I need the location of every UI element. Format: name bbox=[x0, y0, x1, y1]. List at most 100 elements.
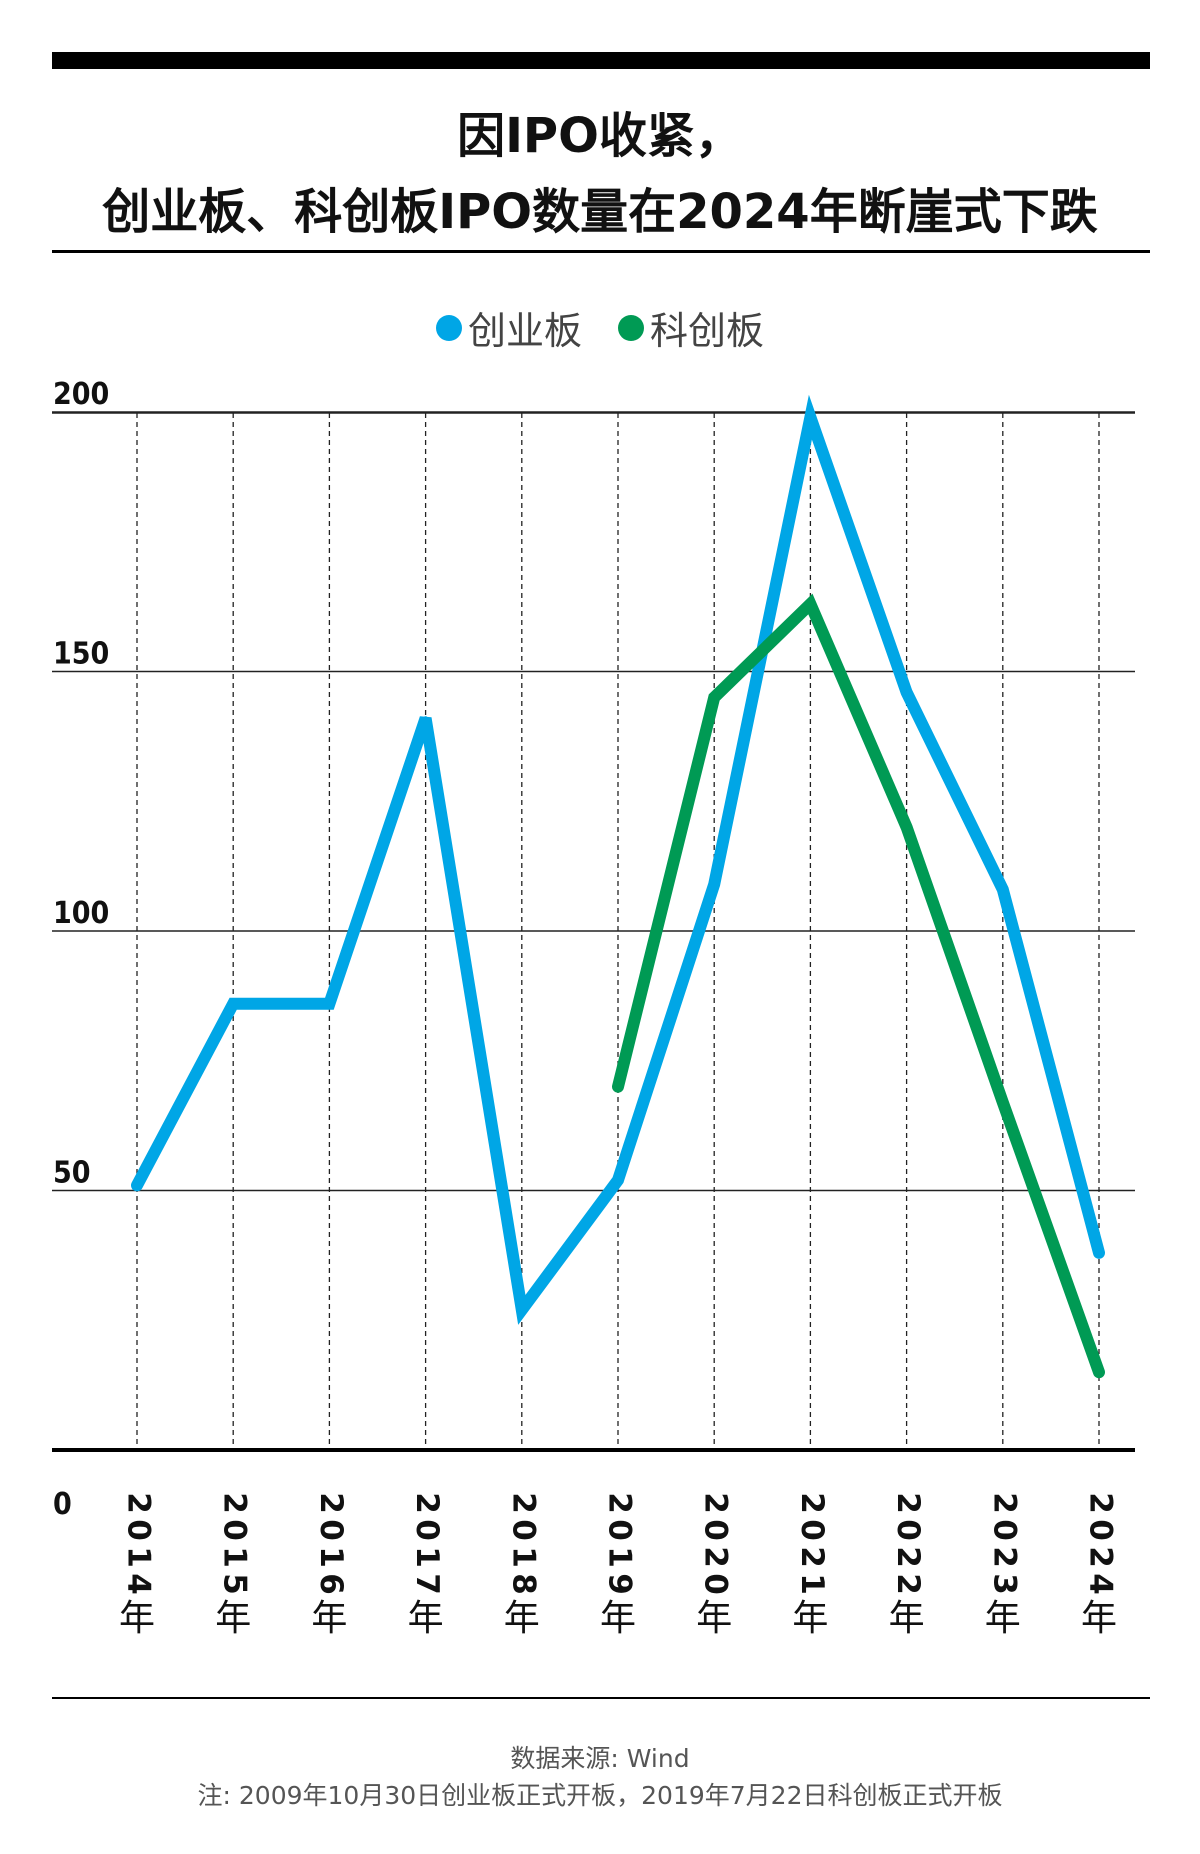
title-divider bbox=[52, 250, 1150, 253]
x-tick-digit: 4 bbox=[1083, 1573, 1119, 1595]
data-point-chuangye-2016 bbox=[327, 1001, 332, 1006]
source-note: 数据来源: Wind bbox=[510, 1744, 690, 1773]
x-tick-suffix: 年 bbox=[696, 1598, 732, 1639]
series-line-kechuang bbox=[612, 593, 1105, 1379]
x-tick-digit: 2 bbox=[121, 1492, 157, 1514]
x-tick-digit: 0 bbox=[986, 1519, 1022, 1541]
x-tick-label-2018: 2 0 1 8 年 bbox=[504, 1492, 542, 1639]
x-tick-digit: 1 bbox=[121, 1546, 157, 1568]
x-tick-suffix: 年 bbox=[215, 1598, 251, 1639]
data-point-kechuang-2019 bbox=[616, 1084, 620, 1089]
x-tick-digit: 2 bbox=[409, 1492, 445, 1514]
footnote: 注: 2009年10月30日创业板正式开板，2019年7月22日科创板正式开板 bbox=[197, 1781, 1003, 1810]
legend: 创业板 科创板 bbox=[0, 300, 1200, 355]
x-tick-suffix: 年 bbox=[600, 1598, 636, 1639]
x-tick-digit: 2 bbox=[986, 1546, 1022, 1568]
y-tick-label-0: 0 bbox=[53, 1487, 72, 1522]
x-tick-digit: 2 bbox=[1083, 1546, 1119, 1568]
x-tick-label-2014: 2 0 1 4 年 bbox=[119, 1492, 157, 1639]
y-tick-label-150: 150 bbox=[53, 637, 109, 672]
data-point-chuangye-2024 bbox=[1097, 1250, 1101, 1255]
x-tick-digit: 2 bbox=[890, 1492, 926, 1514]
x-tick-label-2021: 2 0 2 1 年 bbox=[792, 1492, 830, 1639]
data-point-chuangye-2018 bbox=[519, 1307, 524, 1312]
x-tick-suffix: 年 bbox=[985, 1598, 1021, 1639]
x-tick-digit: 2 bbox=[890, 1546, 926, 1568]
x-tick-digit: 0 bbox=[602, 1519, 638, 1541]
x-tick-digit: 2 bbox=[602, 1492, 638, 1514]
x-tick-digit: 0 bbox=[1083, 1519, 1119, 1541]
x-tick-digit: 0 bbox=[217, 1519, 253, 1541]
x-tick-digit: 1 bbox=[217, 1546, 253, 1568]
x-tick-digit: 0 bbox=[698, 1519, 734, 1541]
x-tick-digit: 0 bbox=[890, 1519, 926, 1541]
chart-title-line-2: 创业板、科创板IPO数量在2024年断崖式下跌 bbox=[102, 184, 1098, 240]
x-tick-digit: 2 bbox=[986, 1492, 1022, 1514]
x-tick-digit: 8 bbox=[505, 1573, 541, 1595]
data-point-chuangye-2021 bbox=[808, 415, 813, 420]
data-point-chuangye-2014 bbox=[135, 1183, 139, 1188]
data-point-chuangye-2023 bbox=[1000, 887, 1005, 892]
x-tick-digit: 2 bbox=[505, 1492, 541, 1514]
x-tick-digit: 0 bbox=[505, 1519, 541, 1541]
data-point-chuangye-2019 bbox=[616, 1178, 620, 1183]
y-tick-label-200: 200 bbox=[53, 377, 109, 412]
x-tick-digit: 1 bbox=[409, 1546, 445, 1568]
x-tick-digit: 2 bbox=[217, 1492, 253, 1514]
x-tick-digit: 1 bbox=[313, 1546, 349, 1568]
x-tick-label-2023: 2 0 2 3 年 bbox=[985, 1492, 1023, 1639]
x-tick-label-2015: 2 0 1 5 年 bbox=[215, 1492, 253, 1639]
legend-label-chuangye: 创业板 bbox=[467, 309, 582, 353]
x-tick-label-2016: 2 0 1 6 年 bbox=[311, 1492, 349, 1639]
x-tick-label-2022: 2 0 2 2 年 bbox=[889, 1492, 927, 1639]
x-tick-digit: 6 bbox=[313, 1573, 349, 1595]
data-point-chuangye-2020 bbox=[712, 882, 717, 887]
x-tick-digit: 9 bbox=[602, 1573, 638, 1595]
data-point-chuangye-2017 bbox=[423, 716, 428, 721]
data-point-kechuang-2024 bbox=[1097, 1370, 1101, 1375]
data-point-kechuang-2021 bbox=[808, 602, 813, 607]
x-tick-digit: 1 bbox=[794, 1573, 830, 1595]
x-tick-digit: 1 bbox=[505, 1546, 541, 1568]
x-tick-digit: 5 bbox=[217, 1573, 253, 1595]
data-point-kechuang-2022 bbox=[904, 825, 909, 830]
legend-item-chuangye: 创业板 bbox=[435, 300, 582, 355]
x-tick-digit: 2 bbox=[698, 1492, 734, 1514]
x-tick-suffix: 年 bbox=[119, 1598, 155, 1639]
legend-marker-kechuang bbox=[618, 314, 645, 341]
x-tick-digit: 2 bbox=[794, 1546, 830, 1568]
x-tick-suffix: 年 bbox=[1081, 1598, 1117, 1639]
x-tick-label-2017: 2 0 1 7 年 bbox=[408, 1492, 446, 1639]
top-bar bbox=[52, 52, 1150, 69]
x-tick-digit: 2 bbox=[1083, 1492, 1119, 1514]
x-tick-digit: 0 bbox=[121, 1519, 157, 1541]
chart-title-line-1: 因IPO收紧， bbox=[457, 108, 743, 164]
legend-item-kechuang: 科创板 bbox=[618, 300, 764, 355]
legend-marker-chuangye bbox=[435, 314, 462, 341]
x-tick-suffix: 年 bbox=[792, 1598, 828, 1639]
x-tick-digit: 4 bbox=[121, 1573, 157, 1595]
legend-label-kechuang: 科创板 bbox=[650, 309, 765, 353]
x-tick-suffix: 年 bbox=[504, 1598, 540, 1639]
x-tick-digit: 0 bbox=[409, 1519, 445, 1541]
x-tick-digit: 2 bbox=[794, 1492, 830, 1514]
x-tick-label-2020: 2 0 2 0 年 bbox=[696, 1492, 734, 1639]
data-point-kechuang-2020 bbox=[712, 695, 717, 700]
y-tick-label-50: 50 bbox=[53, 1156, 91, 1191]
x-tick-label-2024: 2 0 2 4 年 bbox=[1081, 1492, 1119, 1639]
x-tick-digit: 3 bbox=[986, 1573, 1022, 1595]
data-point-kechuang-2023 bbox=[1000, 1100, 1005, 1105]
x-tick-digit: 0 bbox=[698, 1573, 734, 1595]
x-tick-digit: 2 bbox=[890, 1573, 926, 1595]
x-tick-digit: 1 bbox=[602, 1546, 638, 1568]
x-tick-suffix: 年 bbox=[408, 1598, 444, 1639]
x-tick-digit: 2 bbox=[698, 1546, 734, 1568]
x-tick-digit: 7 bbox=[409, 1573, 445, 1595]
y-tick-label-100: 100 bbox=[53, 896, 109, 931]
x-tick-digit: 2 bbox=[313, 1492, 349, 1514]
data-point-chuangye-2015 bbox=[231, 1001, 236, 1006]
x-tick-label-2019: 2 0 1 9 年 bbox=[600, 1492, 638, 1639]
footer-divider bbox=[52, 1697, 1150, 1699]
x-tick-suffix: 年 bbox=[311, 1598, 347, 1639]
